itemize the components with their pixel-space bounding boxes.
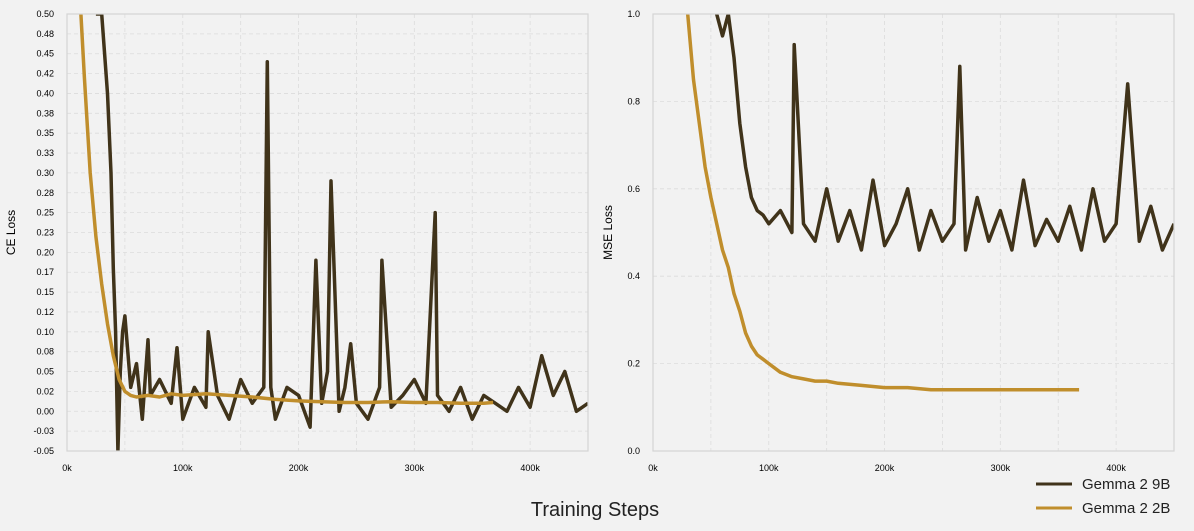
series-group <box>79 14 588 451</box>
y-tick-label: 0.02 <box>36 386 54 396</box>
y-tick-label: 0.28 <box>36 188 54 198</box>
y-tick-label: 0.15 <box>36 287 54 297</box>
plot-frame <box>652 13 1175 452</box>
series-line-gemma-2-9b <box>95 14 588 451</box>
y-tick-label: 0.30 <box>36 168 54 178</box>
legend: Gemma 2 9B Gemma 2 2B <box>1036 476 1170 517</box>
y-tick-label: 0.42 <box>36 69 54 79</box>
y-tick-label: 0.23 <box>36 228 54 238</box>
x-tick-label: 200k <box>875 463 895 473</box>
ce-loss-panel: 0k 100k 200k 300k 400k -0.05 -0.03 0.00 0.02 0.05… <box>4 9 589 473</box>
x-tick-label: 400k <box>520 463 540 473</box>
plot-frame <box>66 13 589 452</box>
y-tick-label: 0.12 <box>36 307 54 317</box>
y-tick-label: 0.4 <box>627 271 640 281</box>
y-tick-label: -0.05 <box>33 446 54 456</box>
y-tick-label: 0.40 <box>36 88 54 98</box>
series-group <box>685 14 1174 392</box>
y-tick-label: 0.10 <box>36 327 54 337</box>
series-line-gemma-2-2b <box>79 14 494 406</box>
y-tick-label: 0.48 <box>36 29 54 39</box>
y-axis-label: MSE Loss <box>601 205 615 260</box>
y-axis-label: CE Loss <box>4 210 18 255</box>
y-tick-label: 0.45 <box>36 49 54 59</box>
y-tick-label: 0.35 <box>36 128 54 138</box>
mse-loss-panel: 0k 100k 200k 300k 400k 0.0 0.2 0.4 0.6 0.8 1.0 MSE … <box>601 9 1175 473</box>
series-line-gemma-2-2b <box>685 14 1080 392</box>
y-tick-label: 0.20 <box>36 247 54 257</box>
y-tick-label: 0.25 <box>36 208 54 218</box>
x-tick-label: 400k <box>1106 463 1126 473</box>
y-tick-label: 0.38 <box>36 108 54 118</box>
x-tick-label: 100k <box>759 463 779 473</box>
y-tick-label: 0.05 <box>36 367 54 377</box>
x-tick-label: 200k <box>289 463 309 473</box>
y-tick-label: 1.0 <box>627 9 640 19</box>
y-tick-label: -0.03 <box>33 426 54 436</box>
plot-area <box>653 14 1174 451</box>
y-tick-label: 0.08 <box>36 347 54 357</box>
y-tick-label: 0.8 <box>627 96 640 106</box>
y-tick-label: 0.33 <box>36 148 54 158</box>
y-tick-label: 0.6 <box>627 184 640 194</box>
x-tick-label: 300k <box>405 463 425 473</box>
legend-label-gemma-2-2b: Gemma 2 2B <box>1082 500 1170 517</box>
y-tick-label: 0.0 <box>627 446 640 456</box>
legend-label-gemma-2-9b: Gemma 2 9B <box>1082 476 1170 493</box>
x-tick-label: 0k <box>62 463 72 473</box>
series-line-gemma-2-9b <box>715 14 1174 252</box>
y-tick-label: 0.17 <box>36 267 54 277</box>
figure-xlabel: Training Steps <box>531 499 659 521</box>
y-tick-label: 0.50 <box>36 9 54 19</box>
x-tick-label: 0k <box>648 463 658 473</box>
y-tick-label: 0.2 <box>627 359 640 369</box>
x-tick-label: 300k <box>991 463 1011 473</box>
y-tick-label: 0.00 <box>36 406 54 416</box>
x-tick-label: 100k <box>173 463 193 473</box>
